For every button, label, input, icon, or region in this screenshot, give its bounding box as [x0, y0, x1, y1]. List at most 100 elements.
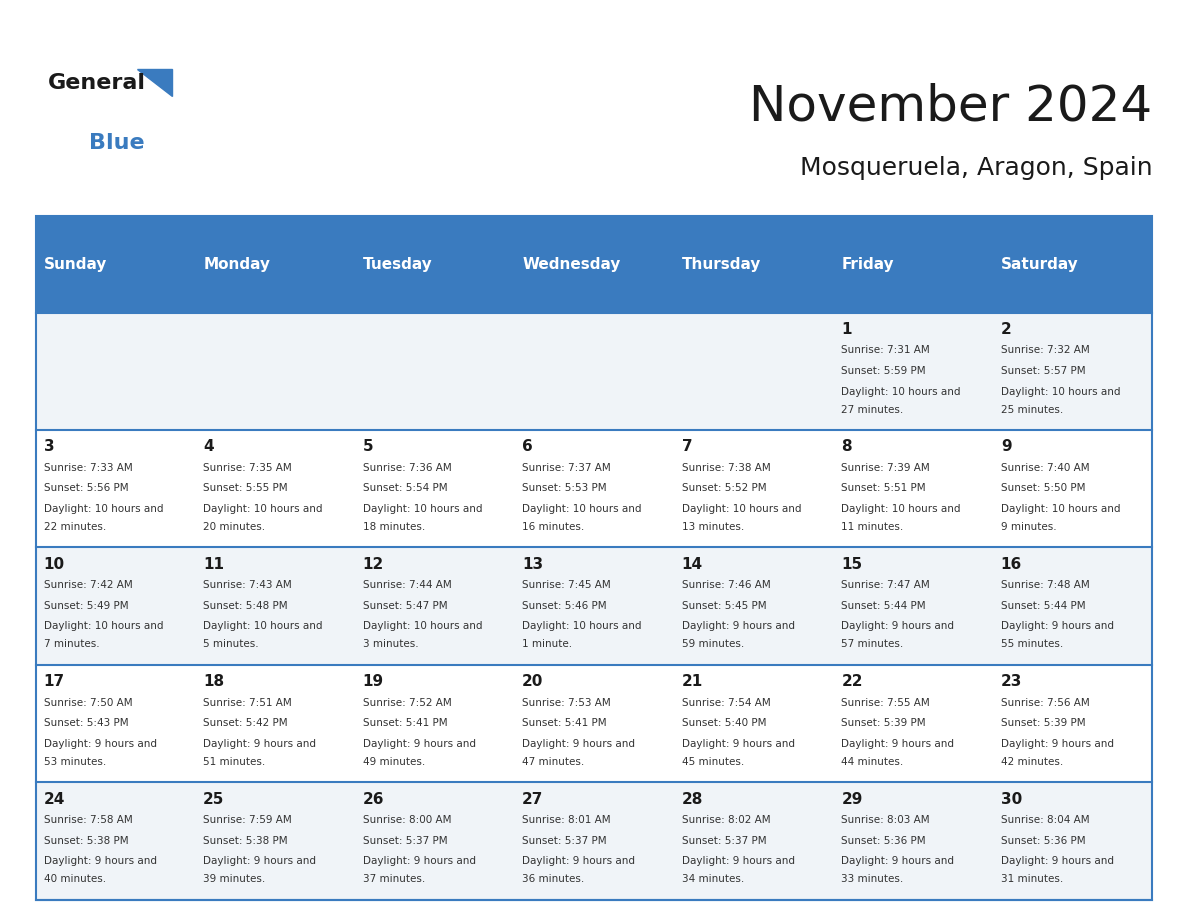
Text: Daylight: 10 hours and: Daylight: 10 hours and [203, 621, 323, 632]
Text: 6: 6 [523, 440, 533, 454]
Text: Sunrise: 7:39 AM: Sunrise: 7:39 AM [841, 463, 930, 473]
Text: 28: 28 [682, 791, 703, 807]
Text: Daylight: 9 hours and: Daylight: 9 hours and [841, 856, 954, 867]
Text: Sunset: 5:40 PM: Sunset: 5:40 PM [682, 718, 766, 728]
Text: Sunset: 5:54 PM: Sunset: 5:54 PM [362, 484, 448, 494]
Text: Daylight: 10 hours and: Daylight: 10 hours and [1000, 504, 1120, 514]
Text: 22 minutes.: 22 minutes. [44, 522, 106, 532]
Text: Daylight: 9 hours and: Daylight: 9 hours and [682, 739, 795, 749]
Text: Sunday: Sunday [44, 257, 107, 272]
Text: Mosqueruela, Aragon, Spain: Mosqueruela, Aragon, Spain [800, 156, 1152, 180]
Text: Sunrise: 7:42 AM: Sunrise: 7:42 AM [44, 580, 132, 590]
Text: Sunset: 5:43 PM: Sunset: 5:43 PM [44, 718, 128, 728]
Text: Daylight: 10 hours and: Daylight: 10 hours and [841, 504, 961, 514]
Text: Daylight: 9 hours and: Daylight: 9 hours and [841, 621, 954, 632]
Text: Sunset: 5:37 PM: Sunset: 5:37 PM [682, 835, 766, 845]
Text: Sunrise: 7:53 AM: Sunrise: 7:53 AM [523, 698, 611, 708]
Text: 22: 22 [841, 674, 862, 689]
Text: 59 minutes.: 59 minutes. [682, 640, 744, 649]
Text: Daylight: 9 hours and: Daylight: 9 hours and [203, 856, 316, 867]
Text: 16: 16 [1000, 557, 1022, 572]
Text: Daylight: 9 hours and: Daylight: 9 hours and [362, 739, 475, 749]
Text: 9: 9 [1000, 440, 1011, 454]
Text: Sunrise: 7:45 AM: Sunrise: 7:45 AM [523, 580, 611, 590]
Text: Daylight: 9 hours and: Daylight: 9 hours and [203, 739, 316, 749]
Text: 16 minutes.: 16 minutes. [523, 522, 584, 532]
Bar [993, 216, 1152, 313]
Text: 44 minutes.: 44 minutes. [841, 756, 904, 767]
Text: Sunset: 5:55 PM: Sunset: 5:55 PM [203, 484, 287, 494]
Text: 47 minutes.: 47 minutes. [523, 756, 584, 767]
Text: 18 minutes.: 18 minutes. [362, 522, 425, 532]
Bar [833, 216, 993, 313]
Text: 25: 25 [203, 791, 225, 807]
Text: Sunrise: 7:33 AM: Sunrise: 7:33 AM [44, 463, 132, 473]
Text: Sunset: 5:38 PM: Sunset: 5:38 PM [44, 835, 128, 845]
Text: Sunset: 5:50 PM: Sunset: 5:50 PM [1000, 484, 1086, 494]
Text: Sunrise: 7:40 AM: Sunrise: 7:40 AM [1000, 463, 1089, 473]
Bar [674, 216, 833, 313]
Bar [36, 430, 1152, 547]
Text: 7 minutes.: 7 minutes. [44, 640, 100, 649]
Text: Sunset: 5:57 PM: Sunset: 5:57 PM [1000, 366, 1086, 376]
Text: Daylight: 10 hours and: Daylight: 10 hours and [1000, 386, 1120, 397]
Text: Daylight: 9 hours and: Daylight: 9 hours and [1000, 621, 1114, 632]
Text: 13: 13 [523, 557, 543, 572]
Text: Sunset: 5:42 PM: Sunset: 5:42 PM [203, 718, 287, 728]
Text: 53 minutes.: 53 minutes. [44, 756, 106, 767]
Text: Daylight: 10 hours and: Daylight: 10 hours and [841, 386, 961, 397]
Text: 1 minute.: 1 minute. [523, 640, 573, 649]
Text: Daylight: 9 hours and: Daylight: 9 hours and [841, 739, 954, 749]
Text: Daylight: 9 hours and: Daylight: 9 hours and [1000, 856, 1114, 867]
Text: Sunset: 5:39 PM: Sunset: 5:39 PM [841, 718, 925, 728]
Text: Sunset: 5:39 PM: Sunset: 5:39 PM [1000, 718, 1086, 728]
Text: Friday: Friday [841, 257, 893, 272]
Text: Sunrise: 7:50 AM: Sunrise: 7:50 AM [44, 698, 132, 708]
Text: Daylight: 9 hours and: Daylight: 9 hours and [1000, 739, 1114, 749]
Text: 12: 12 [362, 557, 384, 572]
Text: 40 minutes.: 40 minutes. [44, 874, 106, 884]
Bar [36, 782, 1152, 900]
Text: Sunset: 5:51 PM: Sunset: 5:51 PM [841, 484, 925, 494]
Text: 49 minutes.: 49 minutes. [362, 756, 425, 767]
Text: 30: 30 [1000, 791, 1022, 807]
Text: Daylight: 10 hours and: Daylight: 10 hours and [203, 504, 323, 514]
Text: Sunset: 5:52 PM: Sunset: 5:52 PM [682, 484, 766, 494]
Text: 34 minutes.: 34 minutes. [682, 874, 744, 884]
Text: 26: 26 [362, 791, 384, 807]
Text: 36 minutes.: 36 minutes. [523, 874, 584, 884]
Text: Daylight: 9 hours and: Daylight: 9 hours and [44, 856, 157, 867]
Text: 8: 8 [841, 440, 852, 454]
Bar [195, 216, 355, 313]
Text: 39 minutes.: 39 minutes. [203, 874, 265, 884]
Text: Sunrise: 7:58 AM: Sunrise: 7:58 AM [44, 815, 132, 825]
Text: 2: 2 [1000, 322, 1011, 337]
Text: 27: 27 [523, 791, 544, 807]
Text: 21: 21 [682, 674, 703, 689]
Text: Daylight: 10 hours and: Daylight: 10 hours and [523, 504, 642, 514]
Text: Sunrise: 7:35 AM: Sunrise: 7:35 AM [203, 463, 292, 473]
Text: Wednesday: Wednesday [523, 257, 620, 272]
Text: Daylight: 10 hours and: Daylight: 10 hours and [362, 621, 482, 632]
Text: 10: 10 [44, 557, 64, 572]
Polygon shape [137, 69, 172, 96]
Text: Sunrise: 7:38 AM: Sunrise: 7:38 AM [682, 463, 771, 473]
Text: Sunrise: 7:55 AM: Sunrise: 7:55 AM [841, 698, 930, 708]
Text: Sunrise: 7:44 AM: Sunrise: 7:44 AM [362, 580, 451, 590]
Text: 7: 7 [682, 440, 693, 454]
Text: Sunset: 5:41 PM: Sunset: 5:41 PM [523, 718, 607, 728]
Text: Sunrise: 8:04 AM: Sunrise: 8:04 AM [1000, 815, 1089, 825]
Text: Sunrise: 7:59 AM: Sunrise: 7:59 AM [203, 815, 292, 825]
Text: Sunrise: 8:03 AM: Sunrise: 8:03 AM [841, 815, 930, 825]
Text: Sunset: 5:44 PM: Sunset: 5:44 PM [1000, 601, 1086, 610]
Text: 11 minutes.: 11 minutes. [841, 522, 904, 532]
Text: 51 minutes.: 51 minutes. [203, 756, 265, 767]
Text: Daylight: 9 hours and: Daylight: 9 hours and [362, 856, 475, 867]
Text: 37 minutes.: 37 minutes. [362, 874, 425, 884]
Bar [36, 313, 1152, 430]
Text: Daylight: 10 hours and: Daylight: 10 hours and [682, 504, 801, 514]
Text: Sunrise: 8:01 AM: Sunrise: 8:01 AM [523, 815, 611, 825]
Text: Daylight: 9 hours and: Daylight: 9 hours and [523, 856, 636, 867]
Text: Daylight: 9 hours and: Daylight: 9 hours and [682, 621, 795, 632]
Text: Thursday: Thursday [682, 257, 762, 272]
